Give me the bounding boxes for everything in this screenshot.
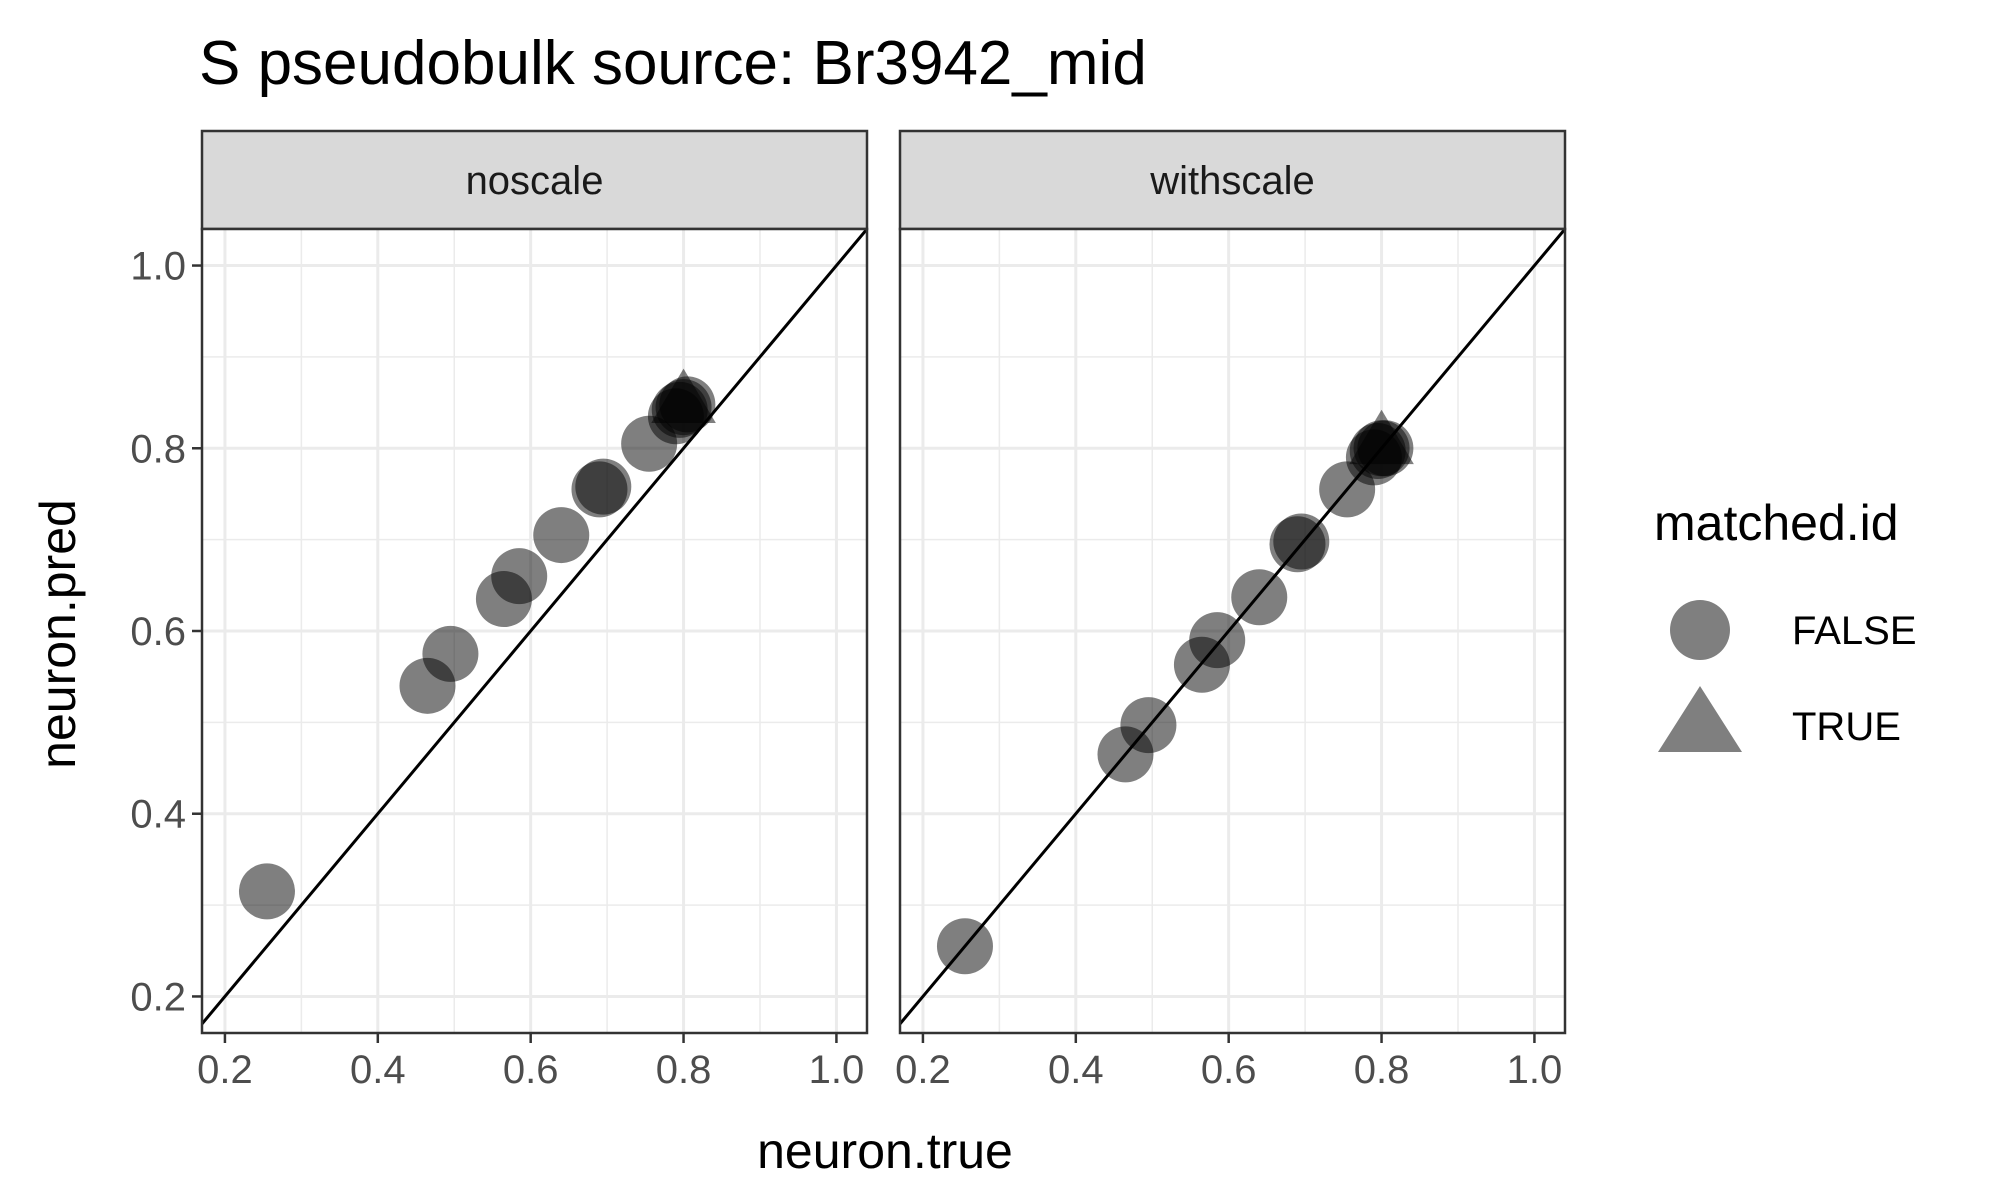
facet-strip-label: withscale [1149, 159, 1315, 203]
panel-noscale: noscale 0.2 0.4 0.6 0.8 1.0 0.2 0.4 0.6 0.8 1.0 [130, 129, 869, 1092]
legend-title: matched.id [1654, 495, 1899, 551]
y-tick-label: 0.2 [130, 975, 186, 1019]
data-point-false [936, 918, 993, 975]
facet-strip [200, 129, 869, 231]
data-point-false [1189, 612, 1246, 669]
x-tick-label: 0.2 [197, 1048, 253, 1092]
data-point-false [533, 507, 590, 564]
x-tick-label: 0.8 [656, 1048, 712, 1092]
x-tick-label: 0.6 [503, 1048, 559, 1092]
data-point-false [1273, 513, 1330, 570]
legend-key-triangle-icon [1658, 686, 1742, 752]
legend-label: TRUE [1792, 705, 1901, 749]
legend: matched.id FALSE TRUE [1654, 495, 1917, 752]
y-tick-label: 0.4 [130, 793, 186, 837]
points [238, 368, 716, 920]
x-tick-label: 0.2 [895, 1048, 951, 1092]
data-point-false [1231, 569, 1288, 626]
panel-withscale: withscale 0.2 0.4 0.6 0.8 1.0 [895, 129, 1567, 1092]
legend-key-circle-icon [1670, 600, 1730, 660]
x-tick-label: 0.6 [1201, 1048, 1257, 1092]
panel-border [898, 227, 1567, 1035]
data-point-false [575, 458, 632, 515]
facet-strip [898, 129, 1567, 231]
legend-label: FALSE [1792, 609, 1917, 653]
data-point-false [422, 625, 479, 682]
y-tick-label: 0.6 [130, 610, 186, 654]
y-tick-label: 1.0 [130, 245, 186, 289]
x-tick-label: 1.0 [809, 1048, 865, 1092]
identity-line [202, 229, 867, 1027]
data-point-false [238, 863, 295, 920]
x-tick-label: 1.0 [1507, 1048, 1563, 1092]
y-tick-label: 0.8 [130, 427, 186, 471]
points [936, 409, 1414, 975]
y-axis-title: neuron.pred [30, 499, 86, 769]
facet-strip-label: noscale [466, 159, 604, 203]
x-tick-label: 0.8 [1354, 1048, 1410, 1092]
x-axis-title: neuron.true [757, 1123, 1013, 1179]
data-point-false [1120, 697, 1177, 754]
data-point-false [491, 548, 548, 605]
chart-title: S pseudobulk source: Br3942_mid [199, 29, 1147, 98]
data-point-true [1349, 409, 1414, 465]
x-tick-label: 0.4 [350, 1048, 406, 1092]
data-point-true [651, 368, 716, 423]
x-tick-label: 0.4 [1048, 1048, 1104, 1092]
